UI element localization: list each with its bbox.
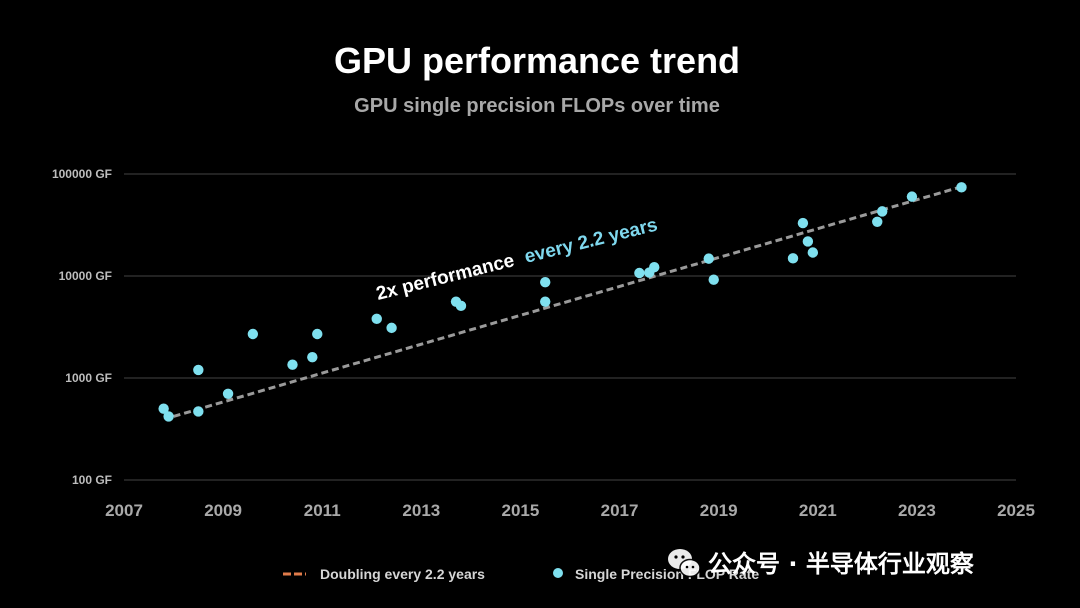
data-point: [193, 406, 204, 417]
data-point: [163, 411, 174, 422]
data-point: [312, 328, 323, 340]
y-tick-label: 1000 GF: [65, 371, 112, 385]
data-point: [872, 216, 883, 227]
x-axis-ticks: 2007 2009 2011 2013 2015 2017 2019 2021 2023 2025: [105, 501, 1035, 520]
data-point: [807, 247, 819, 258]
chart-title: GPU performance trend: [334, 40, 740, 81]
legend-dot-swatch: [553, 568, 563, 578]
trend-line: [173, 185, 962, 418]
y-tick-label: 100000 GF: [52, 167, 112, 181]
data-point: [540, 296, 551, 307]
data-point: [222, 388, 234, 399]
data-point: [540, 276, 551, 288]
data-point: [455, 300, 467, 312]
watermark-text: 公众号 · 半导体行业观察: [708, 550, 975, 578]
data-point: [386, 322, 397, 334]
data-point: [797, 217, 809, 229]
data-point: [787, 253, 799, 264]
y-axis-ticks: 100 GF 1000 GF 10000 GF 100000 GF: [52, 167, 112, 487]
watermark: 公众号 · 半导体行业观察: [668, 549, 975, 578]
chart-subtitle: GPU single precision FLOPs over time: [354, 95, 720, 117]
gridlines: [124, 173, 1016, 481]
x-tick-label: 2011: [304, 501, 341, 520]
trend-annotation: 2x performance every 2.2 years: [374, 215, 660, 305]
data-point: [371, 313, 382, 325]
data-point: [802, 236, 814, 247]
y-tick-label: 100 GF: [72, 473, 112, 487]
data-point: [247, 328, 259, 340]
data-point: [649, 261, 660, 273]
x-tick-label: 2023: [898, 501, 936, 520]
x-tick-label: 2007: [105, 501, 143, 520]
data-point: [307, 351, 318, 363]
wechat-icon: [668, 549, 701, 578]
data-point: [158, 403, 169, 414]
data-point: [708, 274, 719, 285]
y-tick-label: 10000 GF: [59, 269, 112, 283]
data-point: [634, 267, 645, 279]
x-tick-label: 2025: [997, 501, 1035, 520]
x-tick-label: 2019: [700, 501, 738, 520]
legend-label-points: Single Precision FLOP Rate: [575, 566, 759, 582]
data-point: [877, 206, 888, 217]
data-points: [158, 182, 967, 422]
x-tick-label: 2015: [502, 501, 540, 520]
data-point: [703, 253, 714, 264]
data-point: [956, 182, 967, 193]
legend: Doubling every 2.2 years Single Precisio…: [283, 566, 759, 582]
x-tick-label: 2009: [204, 501, 242, 520]
legend-label-trend: Doubling every 2.2 years: [320, 566, 485, 582]
x-tick-label: 2013: [402, 501, 440, 520]
x-tick-label: 2021: [799, 501, 837, 520]
data-point: [287, 359, 298, 370]
data-point: [906, 191, 918, 202]
annotation-part2: every 2.2 years: [522, 215, 659, 268]
annotation-part1: 2x performance: [374, 250, 516, 305]
x-tick-label: 2017: [601, 501, 639, 520]
data-point: [193, 364, 204, 376]
